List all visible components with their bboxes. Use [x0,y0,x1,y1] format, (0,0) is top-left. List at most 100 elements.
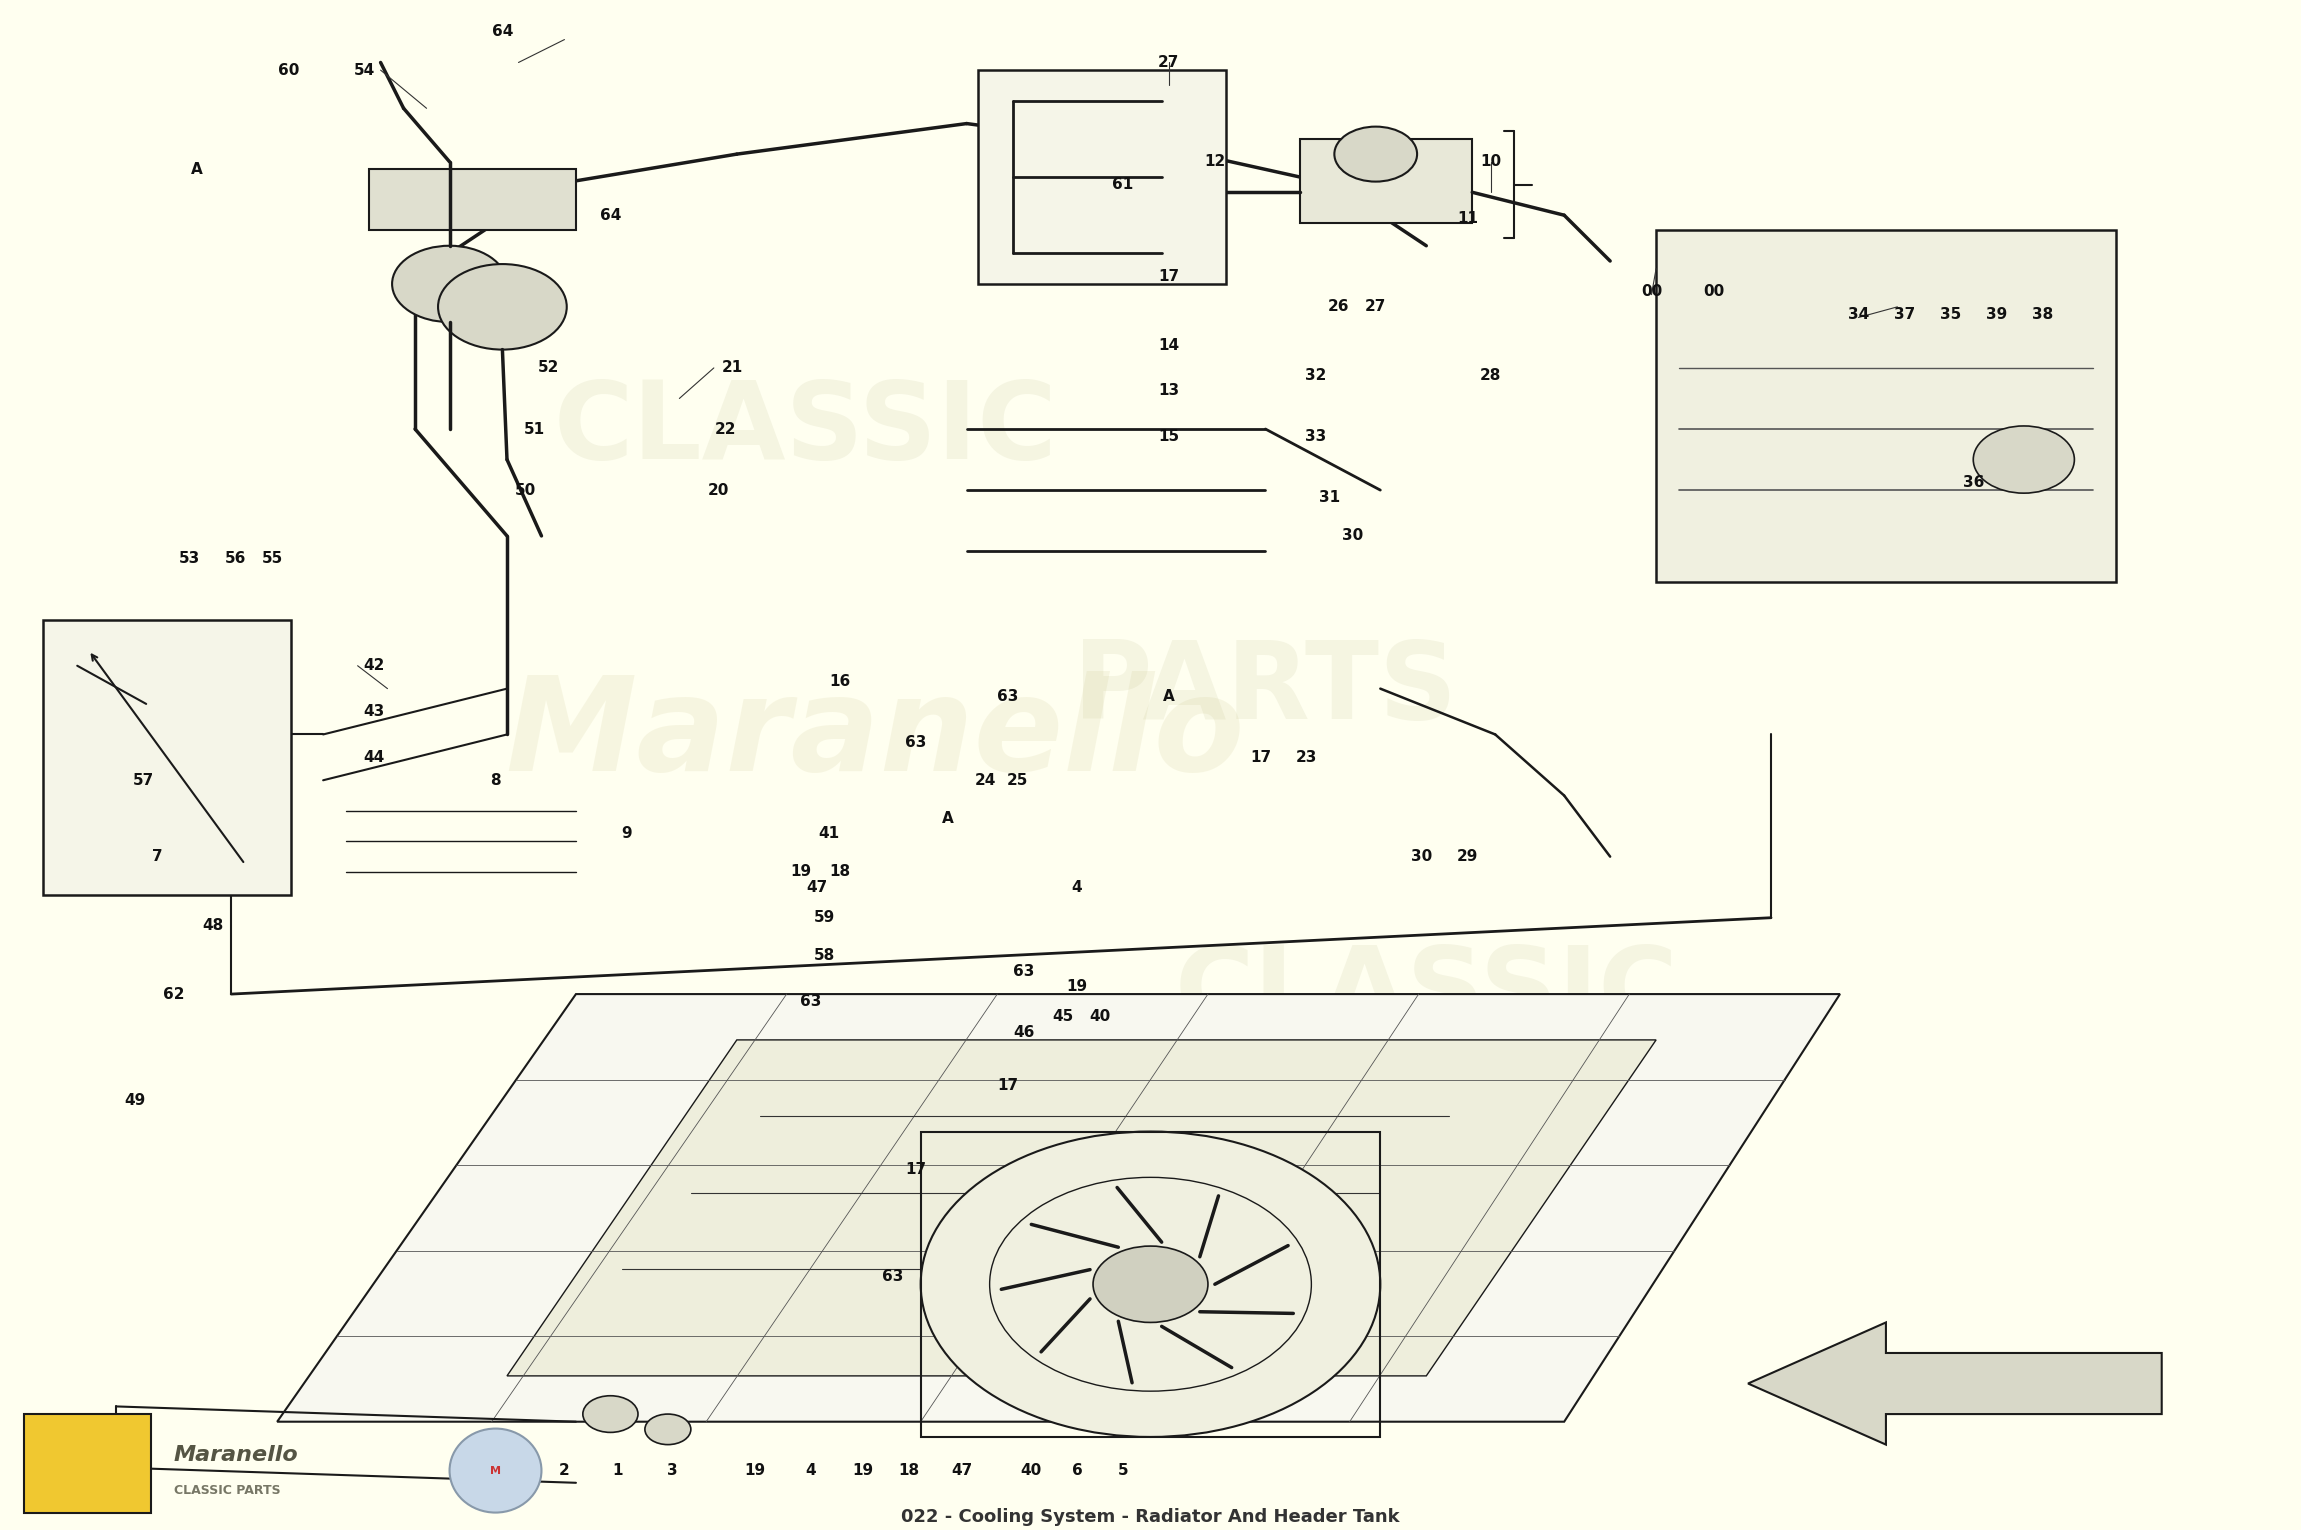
Text: 22: 22 [716,421,736,436]
Ellipse shape [449,1429,541,1513]
Text: 27: 27 [1157,55,1180,70]
Text: 18: 18 [831,864,851,880]
Text: 43: 43 [364,704,384,719]
Text: 18: 18 [900,1463,920,1478]
Text: 4: 4 [805,1463,815,1478]
Text: 60: 60 [278,63,299,78]
Text: 63: 63 [904,734,927,750]
Text: 30: 30 [1411,849,1431,864]
Text: 64: 64 [492,24,513,40]
Text: 48: 48 [202,918,223,933]
Text: 6: 6 [1072,1463,1081,1478]
Text: 61: 61 [1111,177,1134,193]
Text: 63: 63 [881,1268,904,1284]
Text: 17: 17 [1249,750,1272,765]
Text: 53: 53 [179,551,200,566]
Polygon shape [276,994,1841,1421]
Text: 50: 50 [515,482,536,497]
Text: 39: 39 [1986,308,2006,321]
Text: 11: 11 [1457,211,1477,226]
Text: 34: 34 [1848,308,1868,321]
Text: 5: 5 [1118,1463,1127,1478]
Text: 58: 58 [815,949,835,964]
Text: 46: 46 [1012,1025,1035,1040]
Text: 00: 00 [1703,285,1723,298]
Text: 40: 40 [1019,1463,1042,1478]
Circle shape [644,1414,690,1444]
Text: 29: 29 [1457,849,1477,864]
Text: 10: 10 [1480,155,1500,170]
Text: 25: 25 [1006,773,1029,788]
Text: 49: 49 [124,1094,145,1109]
Circle shape [1335,127,1417,182]
Text: 52: 52 [538,361,559,375]
Text: 7: 7 [152,849,163,864]
Text: A: A [191,162,202,177]
Bar [978,70,1226,285]
Text: 21: 21 [723,361,743,375]
Text: 19: 19 [746,1463,766,1478]
Circle shape [920,1132,1381,1437]
Text: Maranello: Maranello [504,672,1245,799]
Text: 1: 1 [612,1463,624,1478]
Text: 56: 56 [225,551,246,566]
Text: A: A [1162,688,1176,704]
Text: 28: 28 [1480,369,1500,382]
Text: PARTS: PARTS [1072,635,1457,742]
Text: 3: 3 [667,1463,679,1478]
Text: 63: 63 [996,688,1019,704]
Circle shape [1974,425,2076,493]
Text: 31: 31 [1318,490,1339,505]
Text: 17: 17 [1157,269,1180,283]
Text: M: M [490,1466,502,1475]
Text: 14: 14 [1157,338,1180,352]
Text: 59: 59 [815,910,835,926]
Text: 2: 2 [559,1463,571,1478]
Text: 47: 47 [808,880,828,895]
Text: 41: 41 [819,826,840,842]
Text: 55: 55 [262,551,283,566]
Circle shape [391,246,506,323]
Circle shape [437,265,566,349]
Text: 26: 26 [1328,300,1351,314]
Text: 15: 15 [1157,428,1180,444]
Polygon shape [1749,1322,2161,1444]
Text: 4: 4 [1072,880,1081,895]
Text: 42: 42 [364,658,384,673]
Text: 32: 32 [1305,369,1328,382]
Text: 33: 33 [1305,428,1328,444]
Bar [25,1414,152,1513]
Text: 17: 17 [996,1079,1019,1094]
Text: 13: 13 [1157,384,1180,398]
Text: 9: 9 [621,826,633,842]
Circle shape [1093,1245,1208,1322]
Text: 17: 17 [907,1163,927,1177]
Text: 51: 51 [525,421,545,436]
Bar [920,1132,1381,1437]
Text: 47: 47 [950,1463,973,1478]
Text: 022 - Cooling System - Radiator And Header Tank: 022 - Cooling System - Radiator And Head… [902,1507,1399,1525]
Text: 27: 27 [1364,300,1388,314]
Text: 44: 44 [364,750,384,765]
Circle shape [582,1395,637,1432]
Polygon shape [506,1040,1657,1375]
Text: 19: 19 [1065,979,1088,995]
Bar [1300,139,1473,223]
Text: 35: 35 [1940,308,1960,321]
Text: 36: 36 [1963,474,1983,490]
Text: CLASSIC: CLASSIC [555,376,1058,482]
Text: 24: 24 [973,773,996,788]
Bar [1657,231,2115,581]
Text: Maranello: Maranello [175,1446,299,1466]
Text: 40: 40 [1088,1010,1111,1025]
Text: 19: 19 [792,864,812,880]
Text: 20: 20 [709,482,729,497]
Bar [368,170,575,231]
Text: 64: 64 [601,208,621,223]
Text: 8: 8 [490,773,502,788]
Text: 12: 12 [1203,155,1226,170]
Bar [44,620,290,895]
Text: 19: 19 [854,1463,874,1478]
Text: 45: 45 [1052,1010,1075,1025]
Text: CLASSIC: CLASSIC [1174,941,1677,1047]
